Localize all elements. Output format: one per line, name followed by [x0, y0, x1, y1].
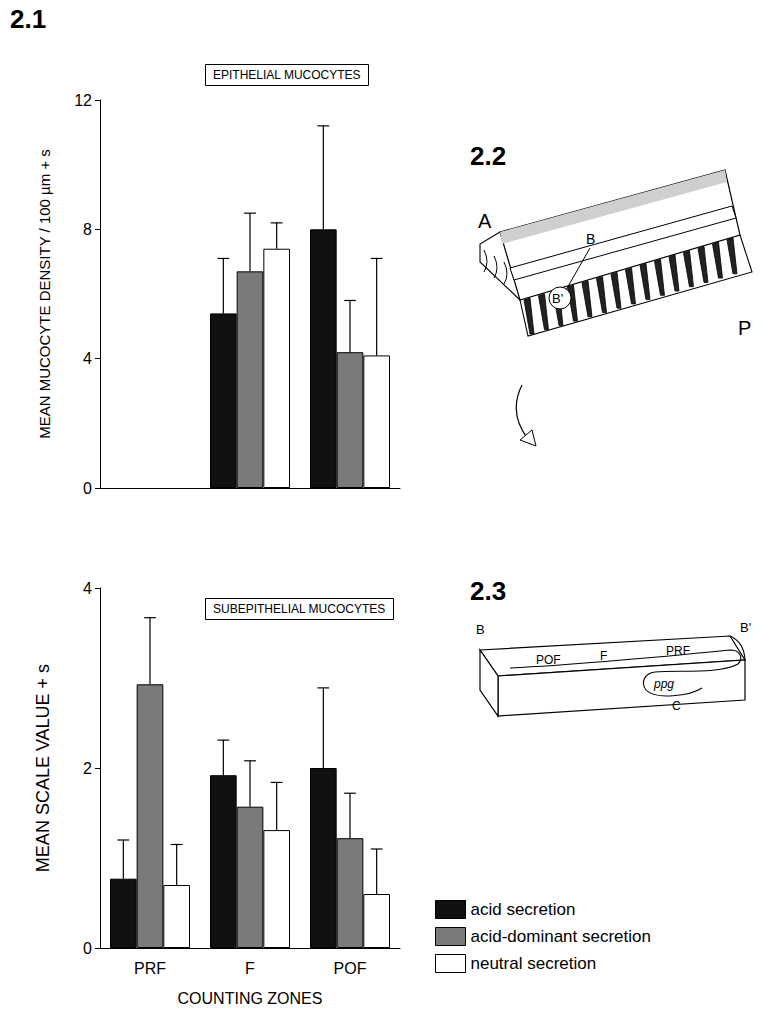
- svg-text:2: 2: [83, 760, 92, 777]
- svg-text:POF: POF: [536, 653, 561, 667]
- svg-text:PRF: PRF: [134, 960, 166, 977]
- svg-text:COUNTING ZONES: COUNTING ZONES: [178, 990, 323, 1007]
- svg-text:P: P: [738, 317, 751, 339]
- svg-text:F: F: [600, 649, 607, 663]
- svg-text:0: 0: [83, 480, 92, 497]
- svg-text:acid secretion: acid secretion: [471, 900, 576, 919]
- svg-text:4: 4: [83, 580, 92, 597]
- svg-text:4: 4: [83, 350, 92, 367]
- svg-text:12: 12: [74, 92, 92, 109]
- svg-text:B: B: [586, 231, 595, 247]
- svg-text:A: A: [478, 210, 492, 232]
- svg-text:0: 0: [83, 940, 92, 957]
- svg-text:MEAN SCALE VALUE + s: MEAN SCALE VALUE + s: [33, 664, 53, 872]
- svg-text:8: 8: [83, 221, 92, 238]
- svg-text:C: C: [672, 699, 681, 713]
- svg-text:B': B': [552, 291, 563, 306]
- svg-text:2.3: 2.3: [470, 576, 506, 606]
- svg-text:ppg: ppg: [653, 677, 674, 691]
- svg-text:SUBEPITHELIAL MUCOCYTES: SUBEPITHELIAL MUCOCYTES: [213, 602, 385, 616]
- svg-text:MEAN MUCOCYTE DENSITY / 100 µm: MEAN MUCOCYTE DENSITY / 100 µm + s: [36, 149, 53, 439]
- html-text:2.1: 2.1: [10, 4, 47, 34]
- svg-text:POF: POF: [334, 960, 367, 977]
- svg-text:B': B': [740, 620, 751, 635]
- svg-text:2.2: 2.2: [470, 141, 506, 171]
- svg-text:neutral secretion: neutral secretion: [471, 954, 597, 973]
- svg-text:acid-dominant secretion: acid-dominant secretion: [471, 927, 651, 946]
- svg-text:PRF: PRF: [666, 644, 690, 658]
- svg-text:F: F: [245, 960, 255, 977]
- svg-text:EPITHELIAL MUCOCYTES: EPITHELIAL MUCOCYTES: [213, 68, 361, 82]
- svg-text:B: B: [476, 622, 485, 637]
